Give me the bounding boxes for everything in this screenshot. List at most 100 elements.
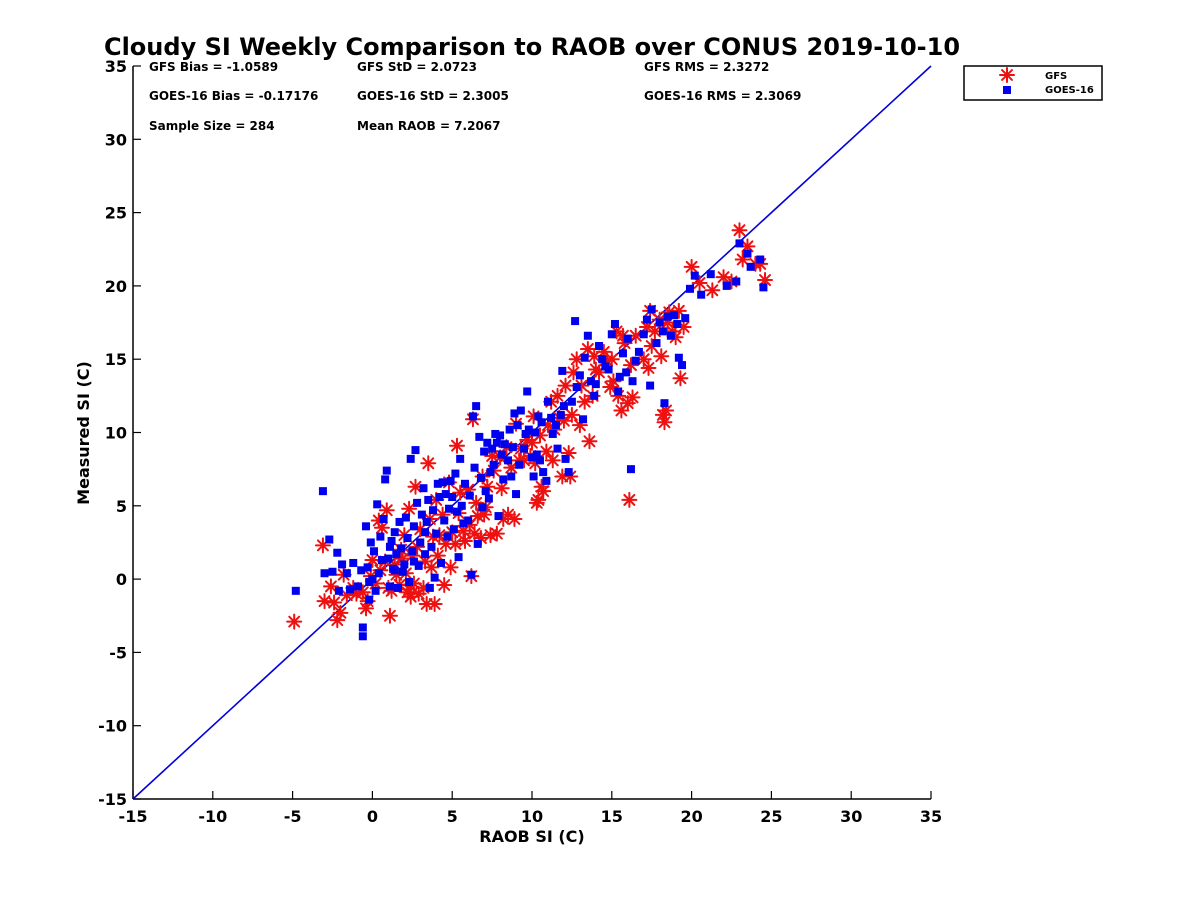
goes16-point xyxy=(475,432,484,441)
gfs-point xyxy=(557,377,574,394)
goes16-point xyxy=(481,487,490,496)
x-tick-label: 25 xyxy=(760,807,782,826)
gfs-point xyxy=(326,594,343,611)
goes16-point xyxy=(342,569,351,578)
goes16-point xyxy=(478,503,487,512)
goes16-point xyxy=(416,538,425,547)
gfs-point xyxy=(635,351,652,368)
gfs-point xyxy=(586,348,603,365)
gfs-point xyxy=(381,607,398,624)
gfs-point xyxy=(332,604,349,621)
goes16-point xyxy=(488,444,497,453)
goes16-point xyxy=(508,443,517,452)
gfs-point xyxy=(436,576,453,593)
goes16-point xyxy=(427,542,436,551)
gfs-point xyxy=(653,348,670,365)
goes16-point xyxy=(476,473,485,482)
gfs-point xyxy=(549,387,566,404)
goes16-point xyxy=(452,507,461,516)
gfs-point xyxy=(506,510,523,527)
goes16-point xyxy=(376,532,385,541)
goes16-point xyxy=(451,469,460,478)
goes16-point xyxy=(371,586,380,595)
goes16-point xyxy=(467,570,476,579)
gfs-point xyxy=(576,393,593,410)
goes16-point xyxy=(646,381,655,390)
goes16-point xyxy=(468,412,477,421)
goes16-point xyxy=(448,493,457,502)
x-tick-label: 15 xyxy=(601,807,623,826)
gfs-point xyxy=(624,389,641,406)
goes16-point xyxy=(500,440,509,449)
goes16-point xyxy=(587,377,596,386)
goes16-point xyxy=(623,334,632,343)
y-axis-label: Measured SI (C) xyxy=(74,361,93,505)
gfs-point xyxy=(704,282,721,299)
goes16-point xyxy=(558,366,567,375)
goes16-point xyxy=(610,320,619,329)
goes16-point xyxy=(425,583,434,592)
goes16-point xyxy=(607,330,616,339)
gfs-point xyxy=(731,222,748,239)
gfs-point xyxy=(426,596,443,613)
goes16-point xyxy=(639,330,648,339)
goes16-point xyxy=(397,544,406,553)
stat-sample-size: Sample Size = 284 xyxy=(149,119,275,133)
goes16-point xyxy=(457,501,466,510)
goes16-point xyxy=(491,429,500,438)
goes16-point xyxy=(535,456,544,465)
y-tick-label: 10 xyxy=(105,424,127,443)
chart-title: Cloudy SI Weekly Comparison to RAOB over… xyxy=(104,33,960,61)
goes16-point xyxy=(521,429,530,438)
goes16-point xyxy=(553,444,562,453)
goes16-point xyxy=(422,517,431,526)
goes16-point xyxy=(542,476,551,485)
goes16-point xyxy=(373,500,382,509)
goes16-point xyxy=(363,563,372,572)
gfs-point xyxy=(316,593,333,610)
goes16-point xyxy=(449,525,458,534)
goes16-point xyxy=(349,558,358,567)
goes16-point xyxy=(440,516,449,525)
goes16-point xyxy=(564,468,573,477)
goes16-point xyxy=(435,493,444,502)
goes16-point xyxy=(365,595,374,604)
x-tick-label: 35 xyxy=(920,807,942,826)
gfs-point xyxy=(757,272,774,289)
goes16-point xyxy=(408,547,417,556)
goes16-point xyxy=(537,418,546,427)
goes16-point xyxy=(413,498,422,507)
goes16-point xyxy=(395,517,404,526)
y-tick-label: 35 xyxy=(105,57,127,76)
goes16-point xyxy=(513,421,522,430)
goes16-point xyxy=(334,586,343,595)
goes16-point xyxy=(614,387,623,396)
goes16-point xyxy=(390,528,399,537)
goes16-point xyxy=(507,472,516,481)
x-tick-label: -5 xyxy=(284,807,302,826)
goes16-point xyxy=(409,557,418,566)
gfs-point xyxy=(535,483,552,500)
goes16-point xyxy=(486,468,495,477)
goes16-point xyxy=(325,535,334,544)
goes16-point xyxy=(579,415,588,424)
goes16-point xyxy=(464,516,473,525)
goes16-point xyxy=(473,539,482,548)
goes16-point xyxy=(678,361,687,370)
x-axis-label: RAOB SI (C) xyxy=(479,827,584,846)
gfs-point xyxy=(401,500,418,517)
goes16-point xyxy=(504,456,513,465)
stats-annotations: GFS Bias = -1.0589 GFS StD = 2.0723 GFS … xyxy=(149,60,801,133)
x-tick-label: -10 xyxy=(198,807,227,826)
gfs-point xyxy=(442,559,459,576)
goes16-point xyxy=(652,339,661,348)
goes16-point xyxy=(433,479,442,488)
goes16-point xyxy=(510,409,519,418)
axes: -15 -10 -5 0 5 10 15 20 25 30 35 -15 -10 -5 0 5 10 15 20 25… xyxy=(98,57,942,826)
gfs-point xyxy=(286,613,303,630)
goes16-point xyxy=(539,468,548,477)
goes16-point xyxy=(454,553,463,562)
goes16-point xyxy=(411,446,420,455)
goes16-point xyxy=(409,522,418,531)
y-tick-label: 20 xyxy=(105,277,127,296)
